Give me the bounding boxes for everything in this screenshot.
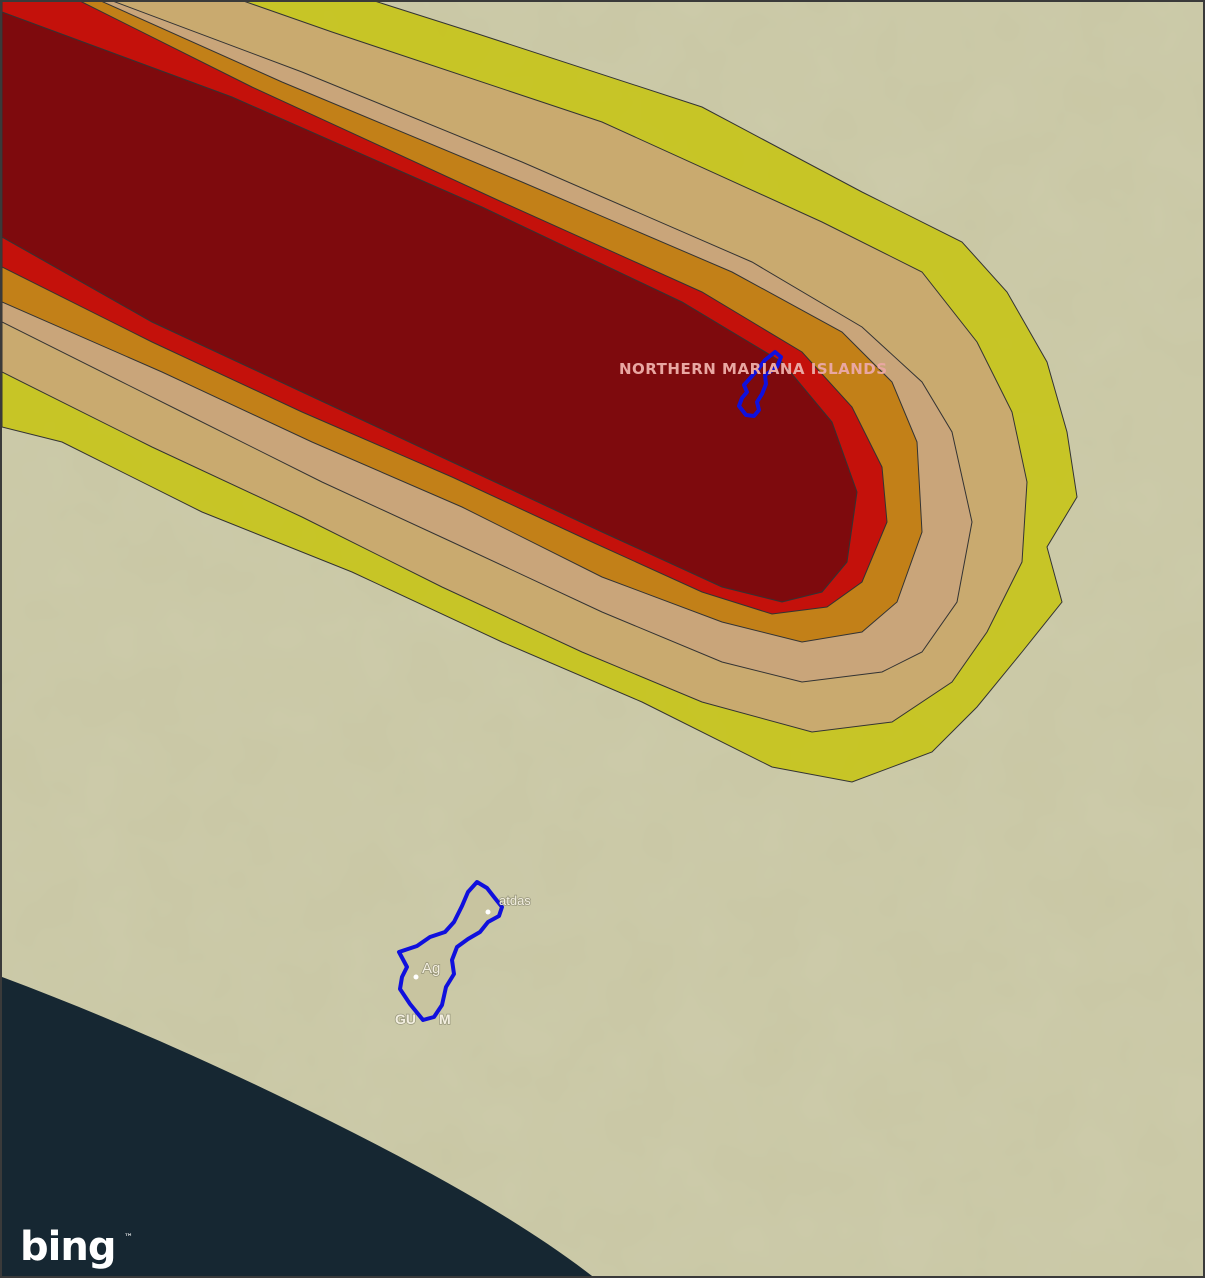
northern-mariana-islands-label: NORTHERN MARIANA ISLANDS <box>619 360 888 378</box>
capital-dot <box>413 974 419 980</box>
hazard-zone-core <box>2 11 858 603</box>
bing-logo-text: bing <box>20 1224 115 1270</box>
village-dot <box>485 909 491 915</box>
saipan-boundary <box>737 350 783 418</box>
bing-logo[interactable]: bing ™ <box>20 1224 133 1270</box>
capital-label: Ag <box>422 960 440 977</box>
ocean-area <box>2 977 592 1276</box>
bing-logo-trademark: ™ <box>124 1233 133 1243</box>
guam-label-start: GU <box>395 1011 416 1027</box>
guam-label-end: M <box>439 1011 451 1027</box>
ocean-texture <box>2 977 592 1276</box>
village-label: atdas <box>499 893 531 908</box>
guam-boundary <box>397 880 504 1022</box>
